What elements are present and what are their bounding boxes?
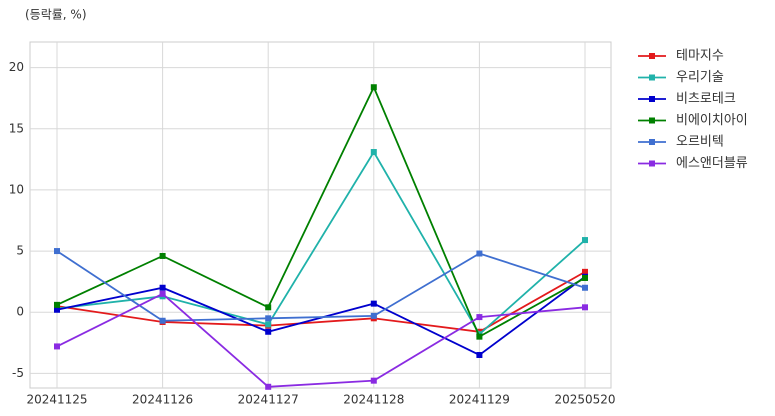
data-point xyxy=(370,84,377,91)
data-point xyxy=(54,301,60,308)
legend-label: 오르비텍 xyxy=(676,135,724,150)
series-line xyxy=(56,250,586,322)
data-point xyxy=(265,304,272,311)
y-tick-label: 15 xyxy=(9,121,24,135)
data-point xyxy=(476,250,483,257)
data-point xyxy=(265,383,272,390)
legend-label: 테마지수 xyxy=(676,49,724,64)
legend-marker xyxy=(649,74,655,81)
data-point xyxy=(54,248,60,255)
legend-marker xyxy=(649,53,655,59)
y-axis-label: (등락률, %) xyxy=(25,8,87,22)
legend-label: 우리기술 xyxy=(676,70,724,85)
legend-label: 비츠로테크 xyxy=(676,92,736,107)
data-point xyxy=(582,237,588,244)
data-point xyxy=(476,351,483,358)
data-point xyxy=(159,252,166,259)
data-point xyxy=(159,290,166,297)
y-tick-label: -5 xyxy=(12,366,24,380)
data-point xyxy=(159,317,166,324)
data-point xyxy=(582,284,588,291)
series-line xyxy=(56,150,586,336)
data-point xyxy=(476,333,483,340)
x-tick-label: 20241127 xyxy=(238,393,299,407)
y-tick-label: 0 xyxy=(16,305,24,319)
data-point xyxy=(370,377,377,384)
series-line xyxy=(56,271,586,333)
plot-frame xyxy=(29,41,612,389)
data-point xyxy=(582,304,588,311)
data-point xyxy=(370,300,377,307)
x-tick-label: 20241125 xyxy=(26,393,87,407)
data-point xyxy=(370,149,377,156)
data-point xyxy=(265,315,272,322)
data-point xyxy=(370,312,377,319)
data-point xyxy=(54,306,60,313)
data-point xyxy=(159,284,166,291)
data-point xyxy=(582,274,588,281)
series-line xyxy=(56,292,586,388)
legend-marker xyxy=(649,139,655,145)
data-point xyxy=(54,343,60,350)
x-tick-label: 20241129 xyxy=(449,393,510,407)
legend-label: 에스앤더블류 xyxy=(676,156,748,171)
legend-marker xyxy=(649,160,655,167)
data-point xyxy=(476,314,483,321)
legend-label: 비에이치아이 xyxy=(676,113,748,128)
legend-marker xyxy=(649,96,655,102)
data-point xyxy=(265,321,272,328)
y-tick-label: 5 xyxy=(16,244,24,258)
data-point xyxy=(265,328,272,335)
x-tick-label: 20241126 xyxy=(132,393,193,407)
x-tick-label: 20241128 xyxy=(343,393,404,407)
y-tick-label: 10 xyxy=(9,182,24,196)
legend-marker xyxy=(649,117,655,124)
data-point xyxy=(582,268,588,275)
series-line xyxy=(56,85,586,338)
x-tick-label: 20250520 xyxy=(554,393,615,407)
y-tick-label: 20 xyxy=(9,60,24,74)
